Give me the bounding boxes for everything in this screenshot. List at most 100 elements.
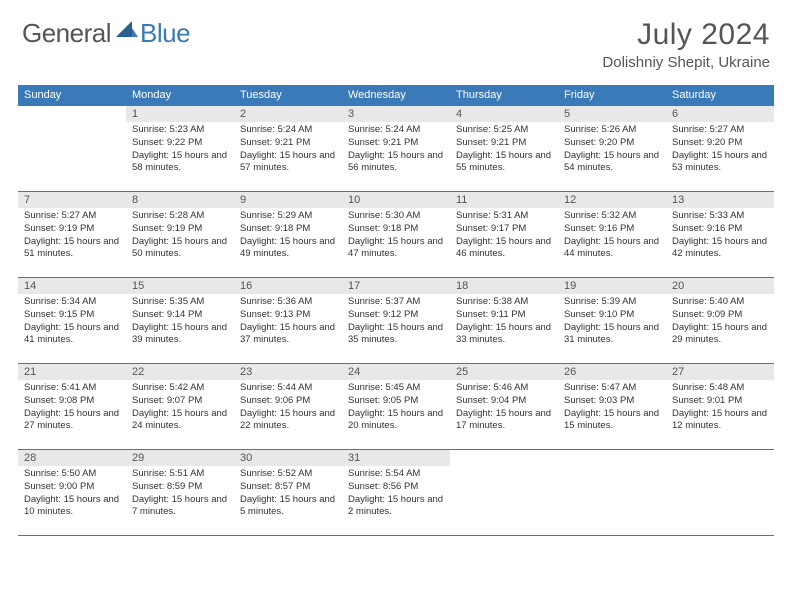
sunset-line: Sunset: 9:21 PM xyxy=(456,137,552,150)
sunset-line: Sunset: 9:20 PM xyxy=(672,137,768,150)
calendar-cell: 23Sunrise: 5:44 AMSunset: 9:06 PMDayligh… xyxy=(234,364,342,450)
day-number: 12 xyxy=(558,192,666,208)
calendar-cell xyxy=(666,450,774,536)
day-details: Sunrise: 5:46 AMSunset: 9:04 PMDaylight:… xyxy=(450,380,558,437)
day-number: 13 xyxy=(666,192,774,208)
daylight-line: Daylight: 15 hours and 55 minutes. xyxy=(456,150,552,176)
calendar-cell: 12Sunrise: 5:32 AMSunset: 9:16 PMDayligh… xyxy=(558,192,666,278)
day-details: Sunrise: 5:27 AMSunset: 9:20 PMDaylight:… xyxy=(666,122,774,179)
sunrise-line: Sunrise: 5:25 AM xyxy=(456,124,552,137)
day-number: 27 xyxy=(666,364,774,380)
daylight-line: Daylight: 15 hours and 44 minutes. xyxy=(564,236,660,262)
sunrise-line: Sunrise: 5:39 AM xyxy=(564,296,660,309)
daylight-line: Daylight: 15 hours and 47 minutes. xyxy=(348,236,444,262)
day-number: 21 xyxy=(18,364,126,380)
calendar-cell: 1Sunrise: 5:23 AMSunset: 9:22 PMDaylight… xyxy=(126,106,234,192)
sunrise-line: Sunrise: 5:24 AM xyxy=(348,124,444,137)
calendar-cell: 19Sunrise: 5:39 AMSunset: 9:10 PMDayligh… xyxy=(558,278,666,364)
daylight-line: Daylight: 15 hours and 17 minutes. xyxy=(456,408,552,434)
day-details: Sunrise: 5:34 AMSunset: 9:15 PMDaylight:… xyxy=(18,294,126,351)
day-number: 3 xyxy=(342,106,450,122)
day-number: 14 xyxy=(18,278,126,294)
sunrise-line: Sunrise: 5:27 AM xyxy=(24,210,120,223)
calendar-week: 21Sunrise: 5:41 AMSunset: 9:08 PMDayligh… xyxy=(18,364,774,450)
calendar-cell: 11Sunrise: 5:31 AMSunset: 9:17 PMDayligh… xyxy=(450,192,558,278)
day-number: 16 xyxy=(234,278,342,294)
day-details: Sunrise: 5:36 AMSunset: 9:13 PMDaylight:… xyxy=(234,294,342,351)
day-details: Sunrise: 5:38 AMSunset: 9:11 PMDaylight:… xyxy=(450,294,558,351)
day-number: 20 xyxy=(666,278,774,294)
sunset-line: Sunset: 9:00 PM xyxy=(24,481,120,494)
day-number: 10 xyxy=(342,192,450,208)
calendar-cell: 5Sunrise: 5:26 AMSunset: 9:20 PMDaylight… xyxy=(558,106,666,192)
calendar-cell: 25Sunrise: 5:46 AMSunset: 9:04 PMDayligh… xyxy=(450,364,558,450)
day-number: 9 xyxy=(234,192,342,208)
day-details: Sunrise: 5:33 AMSunset: 9:16 PMDaylight:… xyxy=(666,208,774,265)
sunset-line: Sunset: 9:10 PM xyxy=(564,309,660,322)
day-header: Sunday xyxy=(18,85,126,106)
day-details: Sunrise: 5:50 AMSunset: 9:00 PMDaylight:… xyxy=(18,466,126,523)
day-number: 1 xyxy=(126,106,234,122)
calendar-cell: 22Sunrise: 5:42 AMSunset: 9:07 PMDayligh… xyxy=(126,364,234,450)
sunrise-line: Sunrise: 5:27 AM xyxy=(672,124,768,137)
calendar-cell: 6Sunrise: 5:27 AMSunset: 9:20 PMDaylight… xyxy=(666,106,774,192)
day-details: Sunrise: 5:51 AMSunset: 8:59 PMDaylight:… xyxy=(126,466,234,523)
day-details: Sunrise: 5:26 AMSunset: 9:20 PMDaylight:… xyxy=(558,122,666,179)
sunrise-line: Sunrise: 5:52 AM xyxy=(240,468,336,481)
sunrise-line: Sunrise: 5:23 AM xyxy=(132,124,228,137)
sunset-line: Sunset: 9:09 PM xyxy=(672,309,768,322)
header: General Blue July 2024 Dolishniy Shepit,… xyxy=(0,0,792,77)
daylight-line: Daylight: 15 hours and 27 minutes. xyxy=(24,408,120,434)
calendar-cell: 16Sunrise: 5:36 AMSunset: 9:13 PMDayligh… xyxy=(234,278,342,364)
day-details: Sunrise: 5:40 AMSunset: 9:09 PMDaylight:… xyxy=(666,294,774,351)
empty-day xyxy=(18,106,126,121)
daylight-line: Daylight: 15 hours and 56 minutes. xyxy=(348,150,444,176)
daylight-line: Daylight: 15 hours and 54 minutes. xyxy=(564,150,660,176)
sunset-line: Sunset: 9:19 PM xyxy=(132,223,228,236)
day-details: Sunrise: 5:54 AMSunset: 8:56 PMDaylight:… xyxy=(342,466,450,523)
daylight-line: Daylight: 15 hours and 50 minutes. xyxy=(132,236,228,262)
daylight-line: Daylight: 15 hours and 10 minutes. xyxy=(24,494,120,520)
day-details: Sunrise: 5:45 AMSunset: 9:05 PMDaylight:… xyxy=(342,380,450,437)
logo-text-blue: Blue xyxy=(140,18,190,49)
day-details: Sunrise: 5:24 AMSunset: 9:21 PMDaylight:… xyxy=(342,122,450,179)
daylight-line: Daylight: 15 hours and 31 minutes. xyxy=(564,322,660,348)
calendar-week: 28Sunrise: 5:50 AMSunset: 9:00 PMDayligh… xyxy=(18,450,774,536)
sunset-line: Sunset: 9:06 PM xyxy=(240,395,336,408)
empty-day xyxy=(666,450,774,465)
calendar-cell: 13Sunrise: 5:33 AMSunset: 9:16 PMDayligh… xyxy=(666,192,774,278)
sunrise-line: Sunrise: 5:36 AM xyxy=(240,296,336,309)
sunrise-line: Sunrise: 5:24 AM xyxy=(240,124,336,137)
daylight-line: Daylight: 15 hours and 39 minutes. xyxy=(132,322,228,348)
calendar-cell: 20Sunrise: 5:40 AMSunset: 9:09 PMDayligh… xyxy=(666,278,774,364)
day-details: Sunrise: 5:31 AMSunset: 9:17 PMDaylight:… xyxy=(450,208,558,265)
sunset-line: Sunset: 9:08 PM xyxy=(24,395,120,408)
day-details: Sunrise: 5:32 AMSunset: 9:16 PMDaylight:… xyxy=(558,208,666,265)
sunset-line: Sunset: 9:20 PM xyxy=(564,137,660,150)
calendar-cell: 30Sunrise: 5:52 AMSunset: 8:57 PMDayligh… xyxy=(234,450,342,536)
calendar-week: 7Sunrise: 5:27 AMSunset: 9:19 PMDaylight… xyxy=(18,192,774,278)
sunset-line: Sunset: 9:14 PM xyxy=(132,309,228,322)
sunrise-line: Sunrise: 5:31 AM xyxy=(456,210,552,223)
day-number: 8 xyxy=(126,192,234,208)
day-header-row: Sunday Monday Tuesday Wednesday Thursday… xyxy=(18,85,774,106)
sunrise-line: Sunrise: 5:41 AM xyxy=(24,382,120,395)
sunrise-line: Sunrise: 5:46 AM xyxy=(456,382,552,395)
calendar-cell: 27Sunrise: 5:48 AMSunset: 9:01 PMDayligh… xyxy=(666,364,774,450)
calendar-table: Sunday Monday Tuesday Wednesday Thursday… xyxy=(18,85,774,536)
empty-day xyxy=(558,450,666,465)
calendar-cell: 15Sunrise: 5:35 AMSunset: 9:14 PMDayligh… xyxy=(126,278,234,364)
sunset-line: Sunset: 9:17 PM xyxy=(456,223,552,236)
sunrise-line: Sunrise: 5:48 AM xyxy=(672,382,768,395)
day-header: Friday xyxy=(558,85,666,106)
day-details: Sunrise: 5:41 AMSunset: 9:08 PMDaylight:… xyxy=(18,380,126,437)
daylight-line: Daylight: 15 hours and 2 minutes. xyxy=(348,494,444,520)
day-details: Sunrise: 5:23 AMSunset: 9:22 PMDaylight:… xyxy=(126,122,234,179)
daylight-line: Daylight: 15 hours and 20 minutes. xyxy=(348,408,444,434)
sunrise-line: Sunrise: 5:30 AM xyxy=(348,210,444,223)
day-details: Sunrise: 5:52 AMSunset: 8:57 PMDaylight:… xyxy=(234,466,342,523)
day-details: Sunrise: 5:27 AMSunset: 9:19 PMDaylight:… xyxy=(18,208,126,265)
sunset-line: Sunset: 9:01 PM xyxy=(672,395,768,408)
daylight-line: Daylight: 15 hours and 35 minutes. xyxy=(348,322,444,348)
sunrise-line: Sunrise: 5:42 AM xyxy=(132,382,228,395)
